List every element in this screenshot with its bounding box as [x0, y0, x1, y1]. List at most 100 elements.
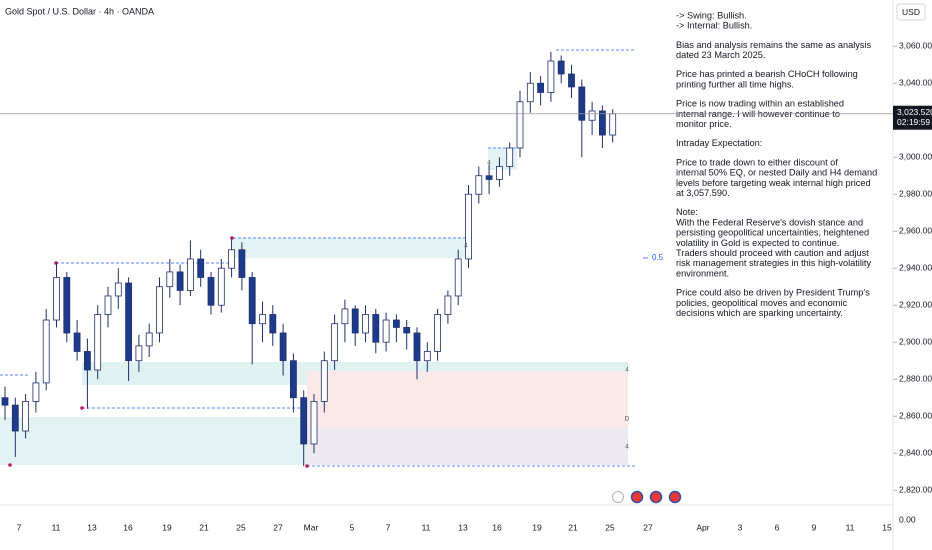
note-line: -> Internal: Bullish. [676, 21, 752, 31]
candle-body [578, 86, 586, 121]
y-tick-label: 2,820.00 [899, 484, 932, 494]
x-tick-label: 27 [643, 522, 653, 532]
zone-label: 4 [487, 160, 491, 167]
candle-body [279, 332, 287, 362]
currency-box[interactable] [896, 3, 926, 21]
note-line: monitor price. [676, 119, 732, 129]
x-tick-label: 3 [738, 522, 743, 532]
candle-body [186, 258, 194, 291]
note-line: Bias and analysis remains the same as an… [676, 40, 871, 50]
x-tick-label: 25 [605, 522, 615, 532]
y-tick-label: 3,000.00 [899, 151, 932, 161]
countdown: 02:19:59 [897, 117, 930, 127]
x-tick-label: 7 [386, 522, 391, 532]
candle-body [84, 351, 91, 371]
candle-body [248, 277, 256, 325]
candle-body [537, 82, 544, 93]
note-line: internal 50% EQ, or nested Daily and H4 … [676, 168, 877, 178]
x-tick-label: 6 [775, 522, 780, 532]
note-line: Price has printed a bearish CHoCH follow… [676, 69, 858, 79]
note-line: persisting geopolitical uncertainties, h… [676, 228, 869, 238]
candle-body [475, 175, 483, 195]
candle-body [434, 314, 442, 352]
candle-body [300, 397, 308, 445]
note-line: dated 23 March 2025. [676, 50, 765, 60]
zone-label: 4 [464, 243, 468, 250]
candle-body [444, 295, 452, 315]
candle-body [42, 319, 50, 384]
x-tick-label: 21 [568, 522, 578, 532]
candle-body [63, 277, 71, 334]
candle-body [351, 308, 359, 334]
y-tick-label: 2,980.00 [899, 188, 932, 198]
candle-body [392, 319, 400, 328]
candle-body [11, 404, 19, 432]
candle-body [32, 382, 40, 402]
x-tick-label: 27 [273, 522, 283, 532]
x-tick-label: Mar [304, 522, 319, 532]
discount-zone [307, 371, 628, 428]
candle-body [228, 249, 236, 269]
y-tick-label: 2,840.00 [899, 447, 932, 457]
candle-body [22, 401, 30, 432]
note-line: environment. [676, 268, 729, 278]
fib-label: 0.5 [652, 253, 664, 262]
x-tick-label: 13 [87, 522, 97, 532]
candle-body [289, 360, 297, 399]
candle-body [454, 258, 462, 297]
note-line: With the Federal Reserve's dovish stance… [676, 217, 863, 227]
x-tick-label: 21 [199, 522, 209, 532]
x-tick-label: 9 [812, 522, 817, 532]
y-tick-label: 2,900.00 [899, 336, 932, 346]
event-icon[interactable] [630, 490, 644, 504]
candle-body [217, 267, 225, 306]
y-tick-label: 2,860.00 [899, 410, 932, 420]
candle-body [382, 319, 390, 343]
x-tick-label: 7 [17, 522, 22, 532]
y-tick-label: 2,880.00 [899, 373, 932, 383]
candle-body [166, 271, 174, 288]
candle-body [516, 101, 524, 149]
candle-body [176, 271, 184, 291]
event-icon[interactable] [649, 490, 663, 504]
note-line: decisions which are sparking uncertainty… [676, 308, 843, 318]
note-line: printing further all time highs. [676, 79, 794, 89]
y-tick-label: 3,040.00 [899, 77, 932, 87]
x-tick-label: 16 [492, 522, 502, 532]
x-tick-label: 11 [846, 522, 855, 532]
note-line: Price to trade down to either discount o… [676, 157, 838, 167]
candle-body [269, 314, 277, 334]
event-icon[interactable] [612, 491, 624, 503]
candles [1, 51, 617, 467]
event-icons [612, 490, 682, 504]
event-icon[interactable] [668, 490, 682, 504]
note-line: risk management strategies in this high-… [676, 258, 871, 268]
volume-axis-label: 0.00 [899, 514, 916, 524]
note-line: at 3,057.590. [676, 188, 730, 198]
candle-body [156, 286, 163, 334]
current-price: 3,023.520 [897, 107, 932, 117]
x-tick-label: 25 [236, 522, 246, 532]
pivot-dot [80, 406, 84, 410]
candle-body [568, 73, 575, 88]
x-tick-label: 5 [350, 522, 355, 532]
candle-body [588, 110, 596, 121]
note-line: Note: [676, 207, 698, 217]
y-tick-label: 2,920.00 [899, 299, 932, 309]
y-tick-label: 2,960.00 [899, 225, 932, 235]
candle-body [238, 249, 246, 278]
zone-label: D [625, 416, 630, 423]
candle-body [413, 332, 421, 362]
x-tick-label: 16 [123, 522, 133, 532]
pivot-dot [305, 464, 309, 468]
candle-body [485, 175, 493, 180]
candle-body [557, 60, 565, 75]
note-line: Intraday Expectation: [676, 138, 762, 148]
pivot-dot [8, 463, 12, 467]
candle-body [341, 308, 349, 325]
candle-body [320, 360, 328, 402]
candle-body [114, 282, 122, 297]
candle-body [465, 193, 472, 260]
